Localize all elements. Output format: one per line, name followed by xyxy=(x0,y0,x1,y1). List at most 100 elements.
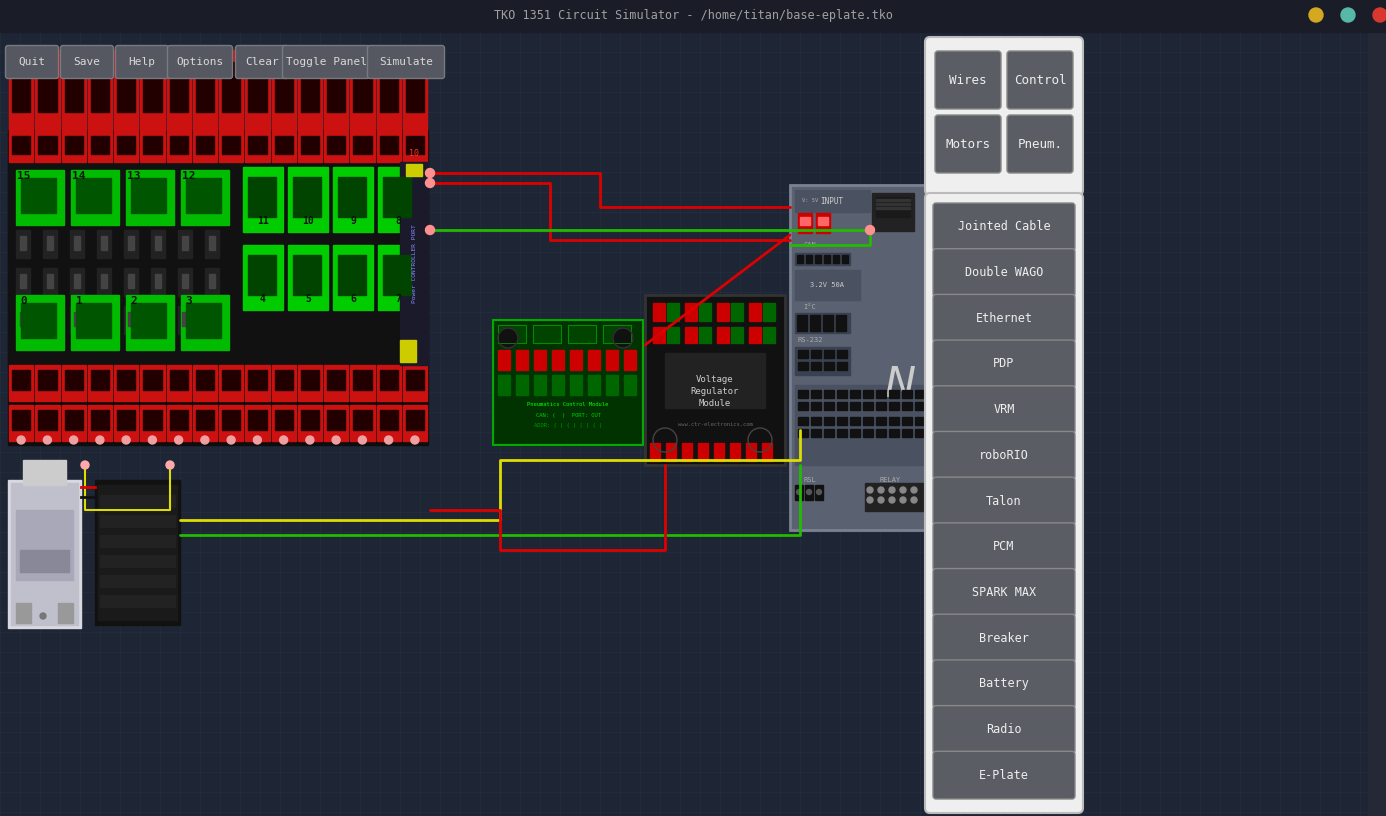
Bar xyxy=(915,429,924,437)
Text: Quit: Quit xyxy=(18,57,46,67)
FancyBboxPatch shape xyxy=(936,51,1001,109)
Bar xyxy=(90,62,109,112)
Bar xyxy=(650,443,660,461)
Bar xyxy=(825,429,834,437)
Bar xyxy=(248,255,276,295)
Bar xyxy=(166,405,191,441)
Bar xyxy=(132,303,166,338)
Bar xyxy=(837,390,847,398)
Bar xyxy=(17,603,30,623)
Bar xyxy=(327,370,345,390)
Bar xyxy=(699,327,711,343)
Bar xyxy=(936,374,942,382)
Bar xyxy=(195,370,213,390)
Bar xyxy=(87,405,112,441)
Bar xyxy=(796,253,850,265)
Bar xyxy=(101,312,107,326)
Bar xyxy=(324,50,348,130)
Bar xyxy=(97,230,111,258)
Bar xyxy=(43,268,57,296)
Bar xyxy=(730,327,743,343)
Bar xyxy=(71,295,119,350)
Text: Power CONTROLLER PORT: Power CONTROLLER PORT xyxy=(412,224,417,303)
Bar xyxy=(169,136,187,154)
Bar xyxy=(177,268,193,296)
Text: RSL: RSL xyxy=(804,477,816,483)
Bar xyxy=(406,136,424,154)
Bar xyxy=(798,390,808,398)
Bar xyxy=(902,429,912,437)
Bar xyxy=(644,295,784,465)
Bar xyxy=(403,50,427,130)
Circle shape xyxy=(877,497,884,503)
Bar xyxy=(219,50,244,130)
Text: E-Plate: E-Plate xyxy=(979,769,1028,782)
Bar xyxy=(836,315,845,331)
Bar xyxy=(915,402,924,410)
Bar xyxy=(730,303,743,321)
Bar xyxy=(796,385,930,465)
Bar xyxy=(936,446,942,454)
Bar xyxy=(800,217,809,225)
Text: Wires: Wires xyxy=(949,73,987,86)
Bar xyxy=(166,50,191,130)
Bar xyxy=(21,178,55,213)
Circle shape xyxy=(69,436,78,444)
Bar xyxy=(377,130,401,162)
Bar xyxy=(101,236,107,250)
Bar xyxy=(811,362,821,370)
Bar xyxy=(100,555,175,567)
Bar xyxy=(667,327,679,343)
Circle shape xyxy=(426,179,434,188)
Bar xyxy=(699,303,711,321)
Bar xyxy=(876,199,911,201)
Circle shape xyxy=(254,436,262,444)
Bar xyxy=(865,483,924,511)
Bar xyxy=(140,405,165,441)
Circle shape xyxy=(865,225,875,234)
Text: PCM: PCM xyxy=(994,540,1015,553)
FancyBboxPatch shape xyxy=(933,660,1076,707)
Bar xyxy=(114,365,139,401)
Bar xyxy=(850,429,859,437)
Bar xyxy=(35,365,60,401)
Bar xyxy=(809,315,821,331)
Bar xyxy=(245,405,269,441)
Bar xyxy=(245,50,269,130)
Bar xyxy=(222,370,240,390)
Bar xyxy=(76,303,111,338)
Bar xyxy=(825,362,834,370)
Bar xyxy=(17,295,64,350)
Text: CAN: (  )  PORT: OUT: CAN: ( ) PORT: OUT xyxy=(535,413,600,418)
Bar xyxy=(498,375,510,395)
Bar xyxy=(19,236,26,250)
Bar xyxy=(12,370,30,390)
Bar xyxy=(1368,32,1386,816)
Bar xyxy=(301,410,319,430)
Bar xyxy=(17,306,30,334)
Bar xyxy=(825,350,834,358)
Bar xyxy=(128,274,134,288)
Bar xyxy=(327,136,345,154)
Bar xyxy=(936,482,942,490)
Bar xyxy=(588,375,600,395)
Bar xyxy=(833,255,839,263)
Bar xyxy=(97,268,111,296)
Bar xyxy=(155,274,161,288)
Bar xyxy=(17,268,30,296)
Bar xyxy=(155,312,161,326)
Bar xyxy=(140,365,165,401)
Text: Double WAGO: Double WAGO xyxy=(965,266,1044,279)
Bar xyxy=(936,422,942,430)
Bar xyxy=(209,274,215,288)
Bar xyxy=(915,417,924,425)
Bar xyxy=(298,50,322,130)
Bar xyxy=(351,365,374,401)
Text: ADDR: ( ) ( ) ( ) ( ): ADDR: ( ) ( ) ( ) ( ) xyxy=(534,423,602,428)
Bar xyxy=(186,178,220,213)
Bar xyxy=(193,130,218,162)
Bar xyxy=(811,350,821,358)
Bar xyxy=(699,443,708,461)
Bar xyxy=(936,290,942,298)
Text: 8: 8 xyxy=(395,216,401,226)
